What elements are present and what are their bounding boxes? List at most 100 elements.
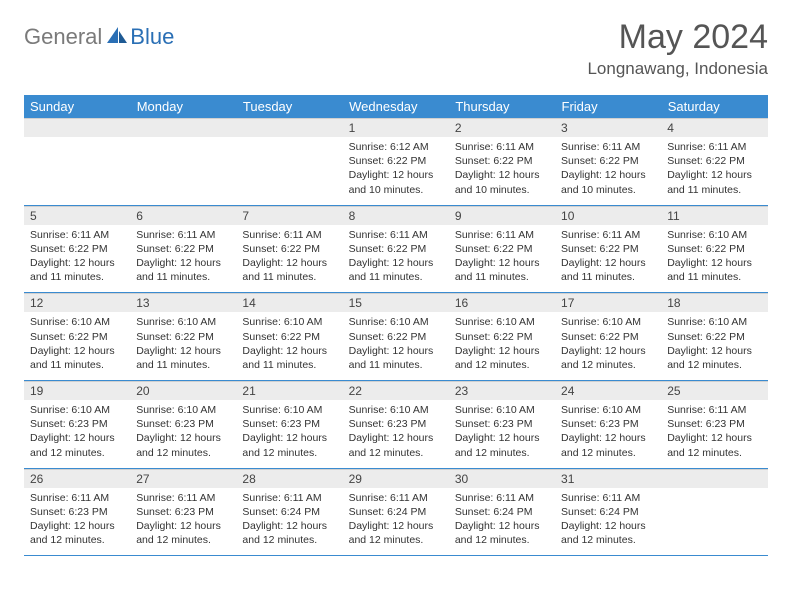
weekday-header: Tuesday xyxy=(236,95,342,118)
daylight-line: Daylight: 12 hours and 12 minutes. xyxy=(455,431,549,459)
sunset-line: Sunset: 6:22 PM xyxy=(30,242,124,256)
weekday-header: Saturday xyxy=(661,95,767,118)
sunrise-line: Sunrise: 6:11 AM xyxy=(349,491,443,505)
sunset-line: Sunset: 6:22 PM xyxy=(667,154,761,168)
day-body: Sunrise: 6:11 AMSunset: 6:24 PMDaylight:… xyxy=(343,488,449,556)
sunset-line: Sunset: 6:23 PM xyxy=(667,417,761,431)
day-body: Sunrise: 6:11 AMSunset: 6:22 PMDaylight:… xyxy=(343,225,449,293)
day-body: Sunrise: 6:10 AMSunset: 6:22 PMDaylight:… xyxy=(130,312,236,380)
sunset-line: Sunset: 6:23 PM xyxy=(242,417,336,431)
sunrise-line: Sunrise: 6:10 AM xyxy=(349,403,443,417)
day-body: Sunrise: 6:11 AMSunset: 6:22 PMDaylight:… xyxy=(24,225,130,293)
calendar-row: 19Sunrise: 6:10 AMSunset: 6:23 PMDayligh… xyxy=(24,381,768,469)
daylight-line: Daylight: 12 hours and 10 minutes. xyxy=(455,168,549,196)
day-number: 26 xyxy=(24,469,130,488)
daylight-line: Daylight: 12 hours and 11 minutes. xyxy=(30,256,124,284)
day-number: 7 xyxy=(236,206,342,225)
calendar-cell: 8Sunrise: 6:11 AMSunset: 6:22 PMDaylight… xyxy=(343,205,449,293)
day-body: Sunrise: 6:10 AMSunset: 6:22 PMDaylight:… xyxy=(343,312,449,380)
daylight-line: Daylight: 12 hours and 12 minutes. xyxy=(30,431,124,459)
daylight-line: Daylight: 12 hours and 12 minutes. xyxy=(136,519,230,547)
calendar-cell: 25Sunrise: 6:11 AMSunset: 6:23 PMDayligh… xyxy=(661,381,767,469)
sunrise-line: Sunrise: 6:10 AM xyxy=(667,315,761,329)
day-number: 20 xyxy=(130,381,236,400)
calendar-row: 26Sunrise: 6:11 AMSunset: 6:23 PMDayligh… xyxy=(24,468,768,556)
sunset-line: Sunset: 6:22 PM xyxy=(136,330,230,344)
daylight-line: Daylight: 12 hours and 12 minutes. xyxy=(667,344,761,372)
month-title: May 2024 xyxy=(587,18,768,57)
day-number: 5 xyxy=(24,206,130,225)
calendar-cell: 17Sunrise: 6:10 AMSunset: 6:22 PMDayligh… xyxy=(555,293,661,381)
daylight-line: Daylight: 12 hours and 11 minutes. xyxy=(667,256,761,284)
day-number: 6 xyxy=(130,206,236,225)
sunset-line: Sunset: 6:22 PM xyxy=(349,242,443,256)
day-number: 2 xyxy=(449,118,555,137)
day-number: 23 xyxy=(449,381,555,400)
day-number: 13 xyxy=(130,293,236,312)
day-number: 11 xyxy=(661,206,767,225)
sunrise-line: Sunrise: 6:10 AM xyxy=(242,315,336,329)
daylight-line: Daylight: 12 hours and 12 minutes. xyxy=(667,431,761,459)
sunrise-line: Sunrise: 6:10 AM xyxy=(242,403,336,417)
calendar-cell: 6Sunrise: 6:11 AMSunset: 6:22 PMDaylight… xyxy=(130,205,236,293)
sunset-line: Sunset: 6:24 PM xyxy=(349,505,443,519)
day-number: 29 xyxy=(343,469,449,488)
day-body: Sunrise: 6:10 AMSunset: 6:23 PMDaylight:… xyxy=(343,400,449,468)
day-body: Sunrise: 6:11 AMSunset: 6:24 PMDaylight:… xyxy=(236,488,342,556)
sunrise-line: Sunrise: 6:11 AM xyxy=(667,403,761,417)
daylight-line: Daylight: 12 hours and 11 minutes. xyxy=(455,256,549,284)
calendar-cell: 16Sunrise: 6:10 AMSunset: 6:22 PMDayligh… xyxy=(449,293,555,381)
sunset-line: Sunset: 6:23 PM xyxy=(136,505,230,519)
sunrise-line: Sunrise: 6:11 AM xyxy=(667,140,761,154)
calendar-cell: 10Sunrise: 6:11 AMSunset: 6:22 PMDayligh… xyxy=(555,205,661,293)
sunrise-line: Sunrise: 6:10 AM xyxy=(136,403,230,417)
calendar-cell: 19Sunrise: 6:10 AMSunset: 6:23 PMDayligh… xyxy=(24,381,130,469)
day-body: Sunrise: 6:11 AMSunset: 6:23 PMDaylight:… xyxy=(24,488,130,556)
sunrise-line: Sunrise: 6:10 AM xyxy=(561,315,655,329)
day-body: Sunrise: 6:10 AMSunset: 6:22 PMDaylight:… xyxy=(555,312,661,380)
sunset-line: Sunset: 6:22 PM xyxy=(667,242,761,256)
calendar-cell: 4 Sunrise: 6:11 AMSunset: 6:22 PMDaylight… xyxy=(661,118,767,205)
calendar-row: 1Sunrise: 6:12 AMSunset: 6:22 PMDaylight… xyxy=(24,118,768,205)
daylight-line: Daylight: 12 hours and 12 minutes. xyxy=(30,519,124,547)
sunset-line: Sunset: 6:22 PM xyxy=(455,154,549,168)
daylight-line: Daylight: 12 hours and 12 minutes. xyxy=(455,519,549,547)
weekday-header: Monday xyxy=(130,95,236,118)
sunrise-line: Sunrise: 6:10 AM xyxy=(30,403,124,417)
day-number: 31 xyxy=(555,469,661,488)
day-body: Sunrise: 6:10 AMSunset: 6:22 PMDaylight:… xyxy=(661,312,767,380)
sunset-line: Sunset: 6:22 PM xyxy=(455,330,549,344)
sunrise-line: Sunrise: 6:11 AM xyxy=(455,491,549,505)
calendar-cell: 5Sunrise: 6:11 AMSunset: 6:22 PMDaylight… xyxy=(24,205,130,293)
calendar-cell: 26Sunrise: 6:11 AMSunset: 6:23 PMDayligh… xyxy=(24,468,130,556)
day-body: Sunrise: 6:10 AMSunset: 6:22 PMDaylight:… xyxy=(236,312,342,380)
sunset-line: Sunset: 6:22 PM xyxy=(455,242,549,256)
daylight-line: Daylight: 12 hours and 11 minutes. xyxy=(349,256,443,284)
sunset-line: Sunset: 6:23 PM xyxy=(30,505,124,519)
daylight-line: Daylight: 12 hours and 12 minutes. xyxy=(561,431,655,459)
sunset-line: Sunset: 6:22 PM xyxy=(561,330,655,344)
weekday-header: Thursday xyxy=(449,95,555,118)
logo: General Blue xyxy=(24,18,174,50)
day-body: Sunrise: 6:10 AMSunset: 6:23 PMDaylight:… xyxy=(555,400,661,468)
sunrise-line: Sunrise: 6:11 AM xyxy=(136,228,230,242)
sunrise-line: Sunrise: 6:10 AM xyxy=(455,315,549,329)
sunrise-line: Sunrise: 6:10 AM xyxy=(136,315,230,329)
sunrise-line: Sunrise: 6:11 AM xyxy=(561,228,655,242)
calendar-cell: 28Sunrise: 6:11 AMSunset: 6:24 PMDayligh… xyxy=(236,468,342,556)
day-body: Sunrise: 6:10 AMSunset: 6:23 PMDaylight:… xyxy=(24,400,130,468)
calendar-cell: 22Sunrise: 6:10 AMSunset: 6:23 PMDayligh… xyxy=(343,381,449,469)
calendar-cell: 3Sunrise: 6:11 AMSunset: 6:22 PMDaylight… xyxy=(555,118,661,205)
day-number: 4 xyxy=(661,118,767,137)
day-number-empty xyxy=(24,118,130,137)
day-body: Sunrise: 6:11 AMSunset: 6:22 PMDaylight:… xyxy=(449,137,555,205)
daylight-line: Daylight: 12 hours and 11 minutes. xyxy=(242,344,336,372)
title-block: May 2024 Longnawang, Indonesia xyxy=(587,18,768,79)
calendar-cell: 11Sunrise: 6:10 AMSunset: 6:22 PMDayligh… xyxy=(661,205,767,293)
calendar-cell: 12Sunrise: 6:10 AMSunset: 6:22 PMDayligh… xyxy=(24,293,130,381)
day-number: 10 xyxy=(555,206,661,225)
sunrise-line: Sunrise: 6:11 AM xyxy=(242,491,336,505)
location: Longnawang, Indonesia xyxy=(587,59,768,79)
day-number: 9 xyxy=(449,206,555,225)
daylight-line: Daylight: 12 hours and 11 minutes. xyxy=(667,168,761,196)
